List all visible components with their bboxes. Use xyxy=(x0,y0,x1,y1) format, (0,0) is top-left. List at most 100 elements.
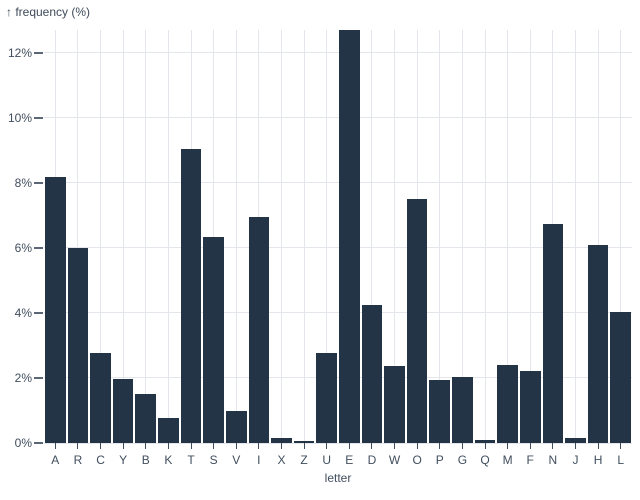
v-gridline xyxy=(439,30,441,443)
x-tick-mark xyxy=(280,443,282,449)
x-tick-mark xyxy=(371,443,373,449)
x-tick-mark xyxy=(507,443,509,449)
bar-S xyxy=(203,237,224,443)
x-tick-mark xyxy=(484,443,486,449)
bar-E xyxy=(339,30,360,443)
x-tick-mark xyxy=(235,443,237,449)
x-tick-label-Y: Y xyxy=(119,453,128,467)
v-gridline xyxy=(461,30,463,443)
h-gridline xyxy=(44,442,632,444)
chart-title: ↑ frequency (%) xyxy=(6,5,91,19)
x-axis-label: letter xyxy=(324,471,352,485)
x-tick-mark xyxy=(54,443,56,449)
bar-J xyxy=(565,438,586,443)
x-tick-mark xyxy=(416,443,418,449)
x-tick-label-J: J xyxy=(572,453,579,467)
x-tick-mark xyxy=(122,443,124,449)
bar-K xyxy=(158,417,179,443)
bar-C xyxy=(90,352,111,443)
bar-U xyxy=(316,353,337,443)
bar-W xyxy=(384,366,405,443)
v-gridline xyxy=(597,30,599,443)
y-tick-label: 12% xyxy=(7,45,32,60)
v-gridline xyxy=(484,30,486,443)
h-gridline xyxy=(44,117,632,119)
x-tick-label-Z: Z xyxy=(300,453,308,467)
v-gridline xyxy=(303,30,305,443)
v-gridline xyxy=(77,30,79,443)
bar-X xyxy=(271,438,292,443)
x-tick-label-A: A xyxy=(51,453,60,467)
h-gridline xyxy=(44,377,632,379)
bar-Q xyxy=(474,439,496,443)
v-gridline xyxy=(235,30,237,443)
bar-T xyxy=(180,148,202,443)
x-tick-label-S: S xyxy=(209,453,218,467)
bar-F xyxy=(519,370,541,443)
bar-Z xyxy=(293,440,315,443)
x-tick-mark xyxy=(620,443,622,449)
v-gridline xyxy=(574,30,576,443)
v-gridline xyxy=(507,30,509,443)
x-tick-mark xyxy=(258,443,260,449)
x-tick-mark xyxy=(574,443,576,449)
bar-B xyxy=(135,394,157,443)
y-tick-label: 4% xyxy=(14,305,32,320)
bar-M xyxy=(497,364,518,443)
bar-L xyxy=(610,312,631,443)
bar-N xyxy=(542,223,564,443)
bar-R xyxy=(67,248,89,443)
x-tick-label-H: H xyxy=(593,453,603,467)
x-tick-label-O: O xyxy=(412,453,422,467)
v-gridline xyxy=(529,30,531,443)
x-tick-label-T: T xyxy=(187,453,195,467)
x-tick-label-B: B xyxy=(141,453,150,467)
x-tick-mark xyxy=(529,443,531,449)
x-tick-label-K: K xyxy=(164,453,173,467)
bar-H xyxy=(587,244,609,443)
bar-Y xyxy=(112,378,134,443)
y-tick-label: 0% xyxy=(14,436,32,450)
x-tick-label-V: V xyxy=(232,453,241,467)
x-tick-label-P: P xyxy=(435,453,444,467)
x-tick-label-Q: Q xyxy=(480,453,490,467)
x-tick-mark xyxy=(145,443,147,449)
x-tick-label-M: M xyxy=(502,453,513,467)
bar-G xyxy=(452,377,473,443)
x-tick-label-X: X xyxy=(277,453,286,467)
y-tick-label: 2% xyxy=(14,370,32,385)
y-tick-mark xyxy=(34,52,43,54)
x-tick-mark xyxy=(77,443,79,449)
y-tick-mark xyxy=(34,377,43,379)
bar-P xyxy=(429,380,451,443)
x-tick-label-N: N xyxy=(548,453,558,467)
y-tick-mark xyxy=(34,442,43,444)
x-tick-mark xyxy=(100,443,102,449)
bar-A xyxy=(45,177,66,443)
y-tick-mark xyxy=(34,117,43,119)
v-gridline xyxy=(394,30,396,443)
h-gridline xyxy=(44,182,632,184)
y-tick-label: 8% xyxy=(14,175,32,190)
y-tick-label: 6% xyxy=(14,240,32,255)
x-tick-mark xyxy=(461,443,463,449)
x-tick-mark xyxy=(348,443,350,449)
x-tick-mark xyxy=(394,443,396,449)
bar-O xyxy=(406,198,428,443)
x-tick-label-L: L xyxy=(617,453,625,467)
v-gridline xyxy=(145,30,147,443)
x-tick-label-I: I xyxy=(257,453,261,467)
v-gridline xyxy=(122,30,124,443)
x-tick-mark xyxy=(552,443,554,449)
bar-I xyxy=(248,216,270,443)
x-tick-label-R: R xyxy=(73,453,83,467)
v-gridline xyxy=(167,30,169,443)
x-tick-label-D: D xyxy=(367,453,377,467)
x-tick-mark xyxy=(167,443,169,449)
x-tick-label-G: G xyxy=(457,453,468,467)
y-tick-mark xyxy=(34,182,43,184)
y-tick-mark xyxy=(34,312,43,314)
bar-D xyxy=(361,304,383,443)
x-tick-mark xyxy=(439,443,441,449)
